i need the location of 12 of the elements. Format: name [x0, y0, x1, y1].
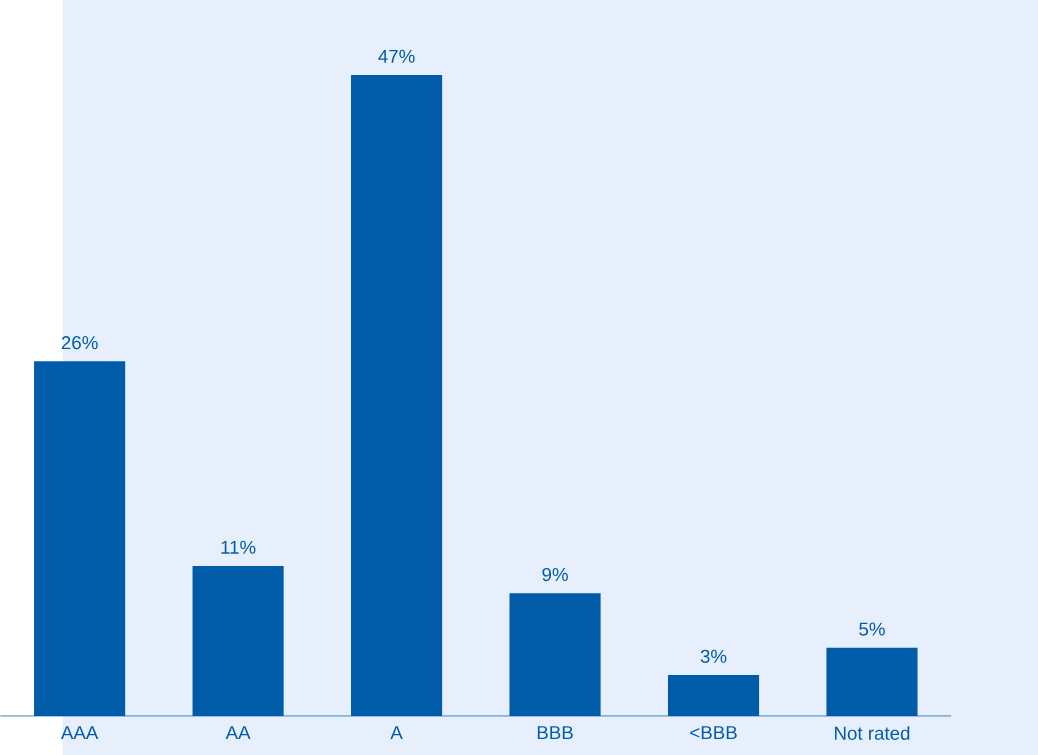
x-tick-label: AA: [225, 725, 251, 739]
x-tick-label: AAA: [60, 725, 99, 739]
x-tick-label: <BBB: [690, 725, 737, 739]
data-label: 5%: [859, 622, 885, 636]
data-label: 47%: [378, 49, 415, 63]
data-label: 9%: [542, 567, 568, 581]
x-tick-label: A: [390, 725, 403, 739]
x-tick-label: Not rated: [835, 725, 910, 740]
x-tick-label: BBB: [537, 725, 573, 739]
data-label: 26%: [61, 335, 98, 350]
data-label: 3%: [700, 649, 727, 663]
data-label: 11%: [221, 540, 256, 554]
